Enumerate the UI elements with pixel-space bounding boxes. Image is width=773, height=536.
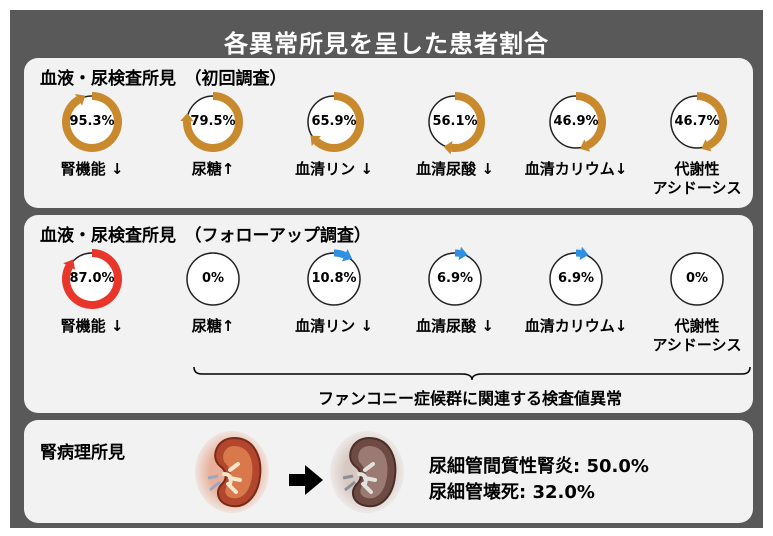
followup-label: 腎機能 ↓ bbox=[60, 317, 124, 335]
initial-percent: 46.9% bbox=[553, 114, 599, 129]
initial-label: 血清尿酸 ↓ bbox=[416, 160, 494, 178]
initial-percent: 56.1% bbox=[432, 114, 478, 129]
initial-percent: 65.9% bbox=[311, 114, 357, 129]
followup-percent: 6.9% bbox=[436, 271, 474, 286]
followup-arc bbox=[333, 249, 347, 259]
followup-label: 血清尿酸 ↓ bbox=[416, 317, 494, 335]
initial-arc bbox=[696, 92, 727, 149]
initial-arc bbox=[451, 92, 486, 152]
followup-donut: 6.9% bbox=[546, 246, 606, 309]
followup-label: 代謝性 アシドーシス bbox=[652, 317, 742, 354]
initial-survey-panel: 血液・尿検査所見 （初回調査） 95.3% 腎機能 ↓ 79.5% 尿糖↑ 65.9% 血… bbox=[24, 58, 753, 208]
followup-label: 尿糖↑ bbox=[191, 317, 235, 335]
initial-donut: 65.9% bbox=[304, 92, 364, 152]
followup-label: 血清カリウム↓ bbox=[524, 317, 628, 335]
followup-arrowhead bbox=[579, 246, 589, 261]
inflamed-kidney-icon bbox=[195, 431, 269, 513]
pathology-heading: 腎病理所見 bbox=[40, 443, 125, 463]
followup-donut: 0% bbox=[667, 249, 727, 309]
infographic-title: 各異常所見を呈した患者割合 bbox=[224, 30, 549, 58]
initial-arc bbox=[62, 92, 122, 152]
fanconi-caption: ファンコニー症候群に関連する検査値異常 bbox=[317, 389, 622, 408]
initial-percent: 46.7% bbox=[674, 114, 720, 129]
followup-label: 血清リン ↓ bbox=[295, 317, 373, 335]
initial-arrowhead bbox=[701, 139, 712, 152]
initial-percent: 95.3% bbox=[69, 114, 115, 129]
necrotic-kidney-icon bbox=[330, 431, 404, 513]
followup-donut: 6.9% bbox=[425, 246, 485, 309]
followup-percent: 6.9% bbox=[557, 271, 595, 286]
followup-percent: 87.0% bbox=[69, 271, 115, 286]
initial-percent: 79.5% bbox=[190, 114, 236, 129]
initial-label: 代謝性 アシドーシス bbox=[652, 160, 742, 197]
initial-donut: 79.5% bbox=[180, 92, 243, 152]
pathology-finding-2: 尿細管壊死: 32.0% bbox=[429, 482, 595, 503]
initial-arc bbox=[313, 92, 364, 152]
right-arrow-icon bbox=[289, 465, 323, 495]
initial-survey-heading: 血液・尿検査所見 （初回調査） bbox=[40, 69, 287, 89]
followup-donut: 10.8% bbox=[304, 249, 364, 309]
followup-percent: 0% bbox=[685, 271, 709, 286]
pathology-panel: 腎病理所見 bbox=[24, 420, 753, 523]
initial-arrowhead bbox=[310, 135, 321, 147]
followup-arc bbox=[62, 249, 122, 309]
initial-donut: 46.7% bbox=[667, 92, 727, 152]
fanconi-bracket bbox=[193, 367, 751, 381]
followup-arrowhead bbox=[458, 246, 468, 261]
initial-arc bbox=[183, 92, 243, 152]
followup-donut: 87.0% bbox=[62, 249, 122, 309]
initial-donut: 46.9% bbox=[546, 92, 607, 152]
initial-label: 血清リン ↓ bbox=[295, 160, 373, 178]
initial-arrowhead bbox=[74, 93, 86, 106]
followup-survey-panel: 血液・尿検査所見 （フォローアップ調査） 87.0% 腎機能 ↓ 0% 尿糖↑ 10.8… bbox=[24, 215, 753, 413]
initial-label: 尿糖↑ bbox=[191, 160, 235, 178]
initial-arrowhead bbox=[580, 139, 591, 152]
initial-arrowhead bbox=[180, 113, 194, 122]
followup-arrowhead bbox=[63, 259, 76, 270]
followup-percent: 0% bbox=[201, 271, 225, 286]
followup-ring bbox=[670, 252, 724, 306]
pathology-finding-1: 尿細管間質性腎炎: 50.0% bbox=[429, 456, 649, 477]
initial-donut: 56.1% bbox=[425, 92, 486, 155]
followup-arrowhead bbox=[341, 249, 353, 262]
infographic-frame: 各異常所見を呈した患者割合 血液・尿検査所見 （初回調査） 95.3% 腎機能 ↓… bbox=[10, 10, 763, 528]
followup-ring bbox=[186, 252, 240, 306]
followup-percent: 10.8% bbox=[311, 271, 357, 286]
followup-donut: 0% bbox=[183, 249, 243, 309]
initial-donut: 95.3% bbox=[62, 92, 122, 152]
initial-arc bbox=[575, 92, 607, 150]
followup-survey-heading: 血液・尿検査所見 （フォローアップ調査） bbox=[40, 226, 371, 246]
initial-label: 血清カリウム↓ bbox=[524, 160, 628, 178]
initial-arrowhead bbox=[443, 141, 453, 155]
initial-label: 腎機能 ↓ bbox=[60, 160, 124, 178]
